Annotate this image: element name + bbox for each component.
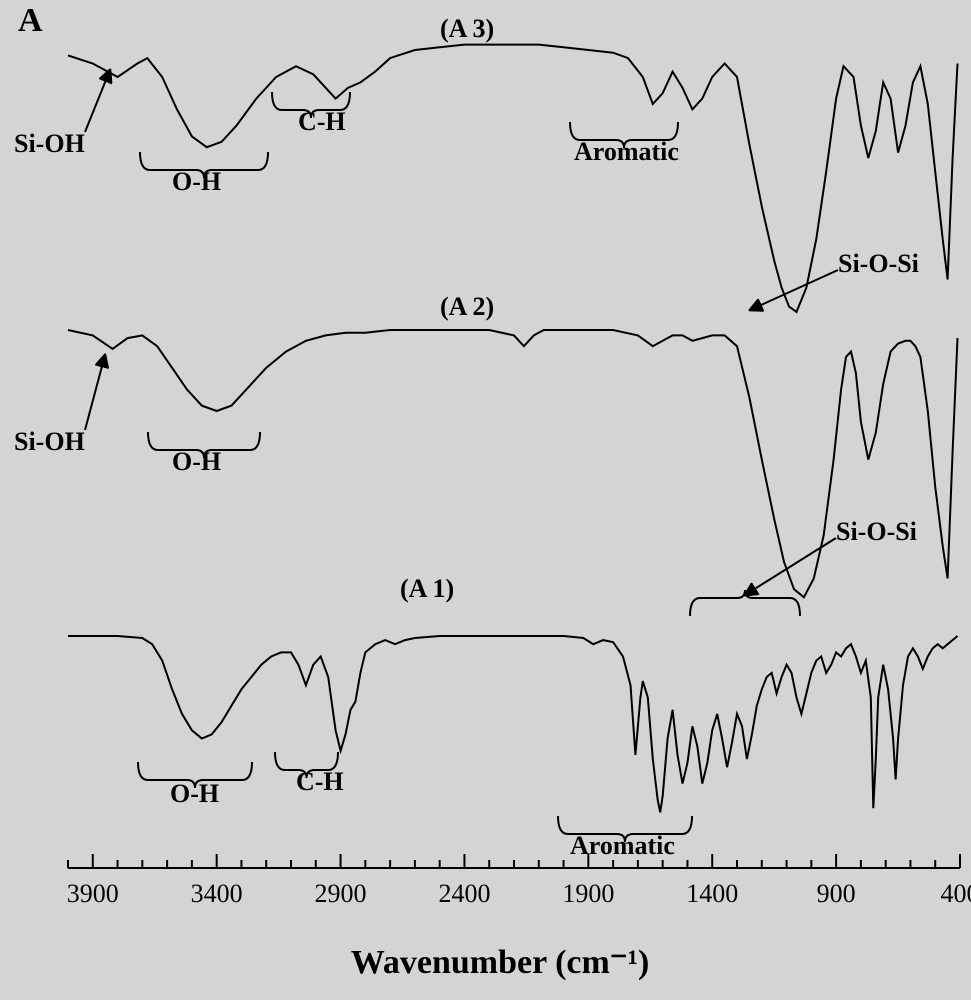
annot-A2-2: Si-O-Si bbox=[836, 517, 917, 546]
spectra-plot: Si-OH O-H C-H Aromatic Si-O-Si Si-OH O-H Si-O-S… bbox=[0, 0, 971, 1000]
figure-canvas: { "layout": { "width_px": 971, "height_p… bbox=[0, 0, 971, 1000]
x-axis-label: Wavenumber (cm⁻¹) bbox=[280, 942, 720, 982]
annot-A3-1: O-H bbox=[172, 167, 221, 196]
series-A1-label: (A 1) bbox=[400, 574, 454, 604]
x-tick-label: 1400 bbox=[686, 879, 738, 908]
annot-A3-0: Si-OH bbox=[14, 129, 85, 158]
x-tick-label: 1900 bbox=[562, 879, 614, 908]
annot-A2-0: Si-OH bbox=[14, 427, 85, 456]
x-tick-label: 3400 bbox=[191, 879, 243, 908]
x-tick-label: 900 bbox=[817, 879, 856, 908]
arrow-A3-4 bbox=[750, 270, 838, 310]
arrow-A2-2 bbox=[745, 538, 836, 595]
series-A2-label: (A 2) bbox=[440, 292, 494, 322]
series-A3-label: (A 3) bbox=[440, 14, 494, 44]
annot-A1-0: O-H bbox=[170, 779, 219, 808]
x-tick-label: 3900 bbox=[67, 879, 119, 908]
arrow-A2-0 bbox=[85, 355, 105, 430]
annot-A1-1: C-H bbox=[296, 767, 344, 796]
x-tick-label: 2400 bbox=[438, 879, 490, 908]
arrow-A3-0 bbox=[85, 70, 110, 132]
annot-A3-2: C-H bbox=[298, 107, 346, 136]
x-tick-label: 2900 bbox=[315, 879, 367, 908]
annot-A3-4: Si-O-Si bbox=[838, 249, 919, 278]
annot-A2-1: O-H bbox=[172, 447, 221, 476]
annot-A1-2: Aromatic bbox=[570, 831, 675, 860]
x-axis-label-text: Wavenumber (cm⁻¹) bbox=[351, 944, 650, 981]
annot-A3-3: Aromatic bbox=[574, 137, 679, 166]
x-tick-label: 400 bbox=[941, 879, 971, 908]
